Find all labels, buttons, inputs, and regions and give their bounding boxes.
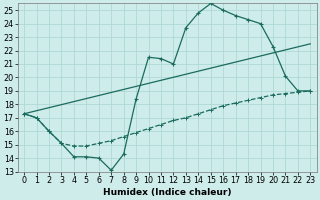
X-axis label: Humidex (Indice chaleur): Humidex (Indice chaleur) — [103, 188, 231, 197]
